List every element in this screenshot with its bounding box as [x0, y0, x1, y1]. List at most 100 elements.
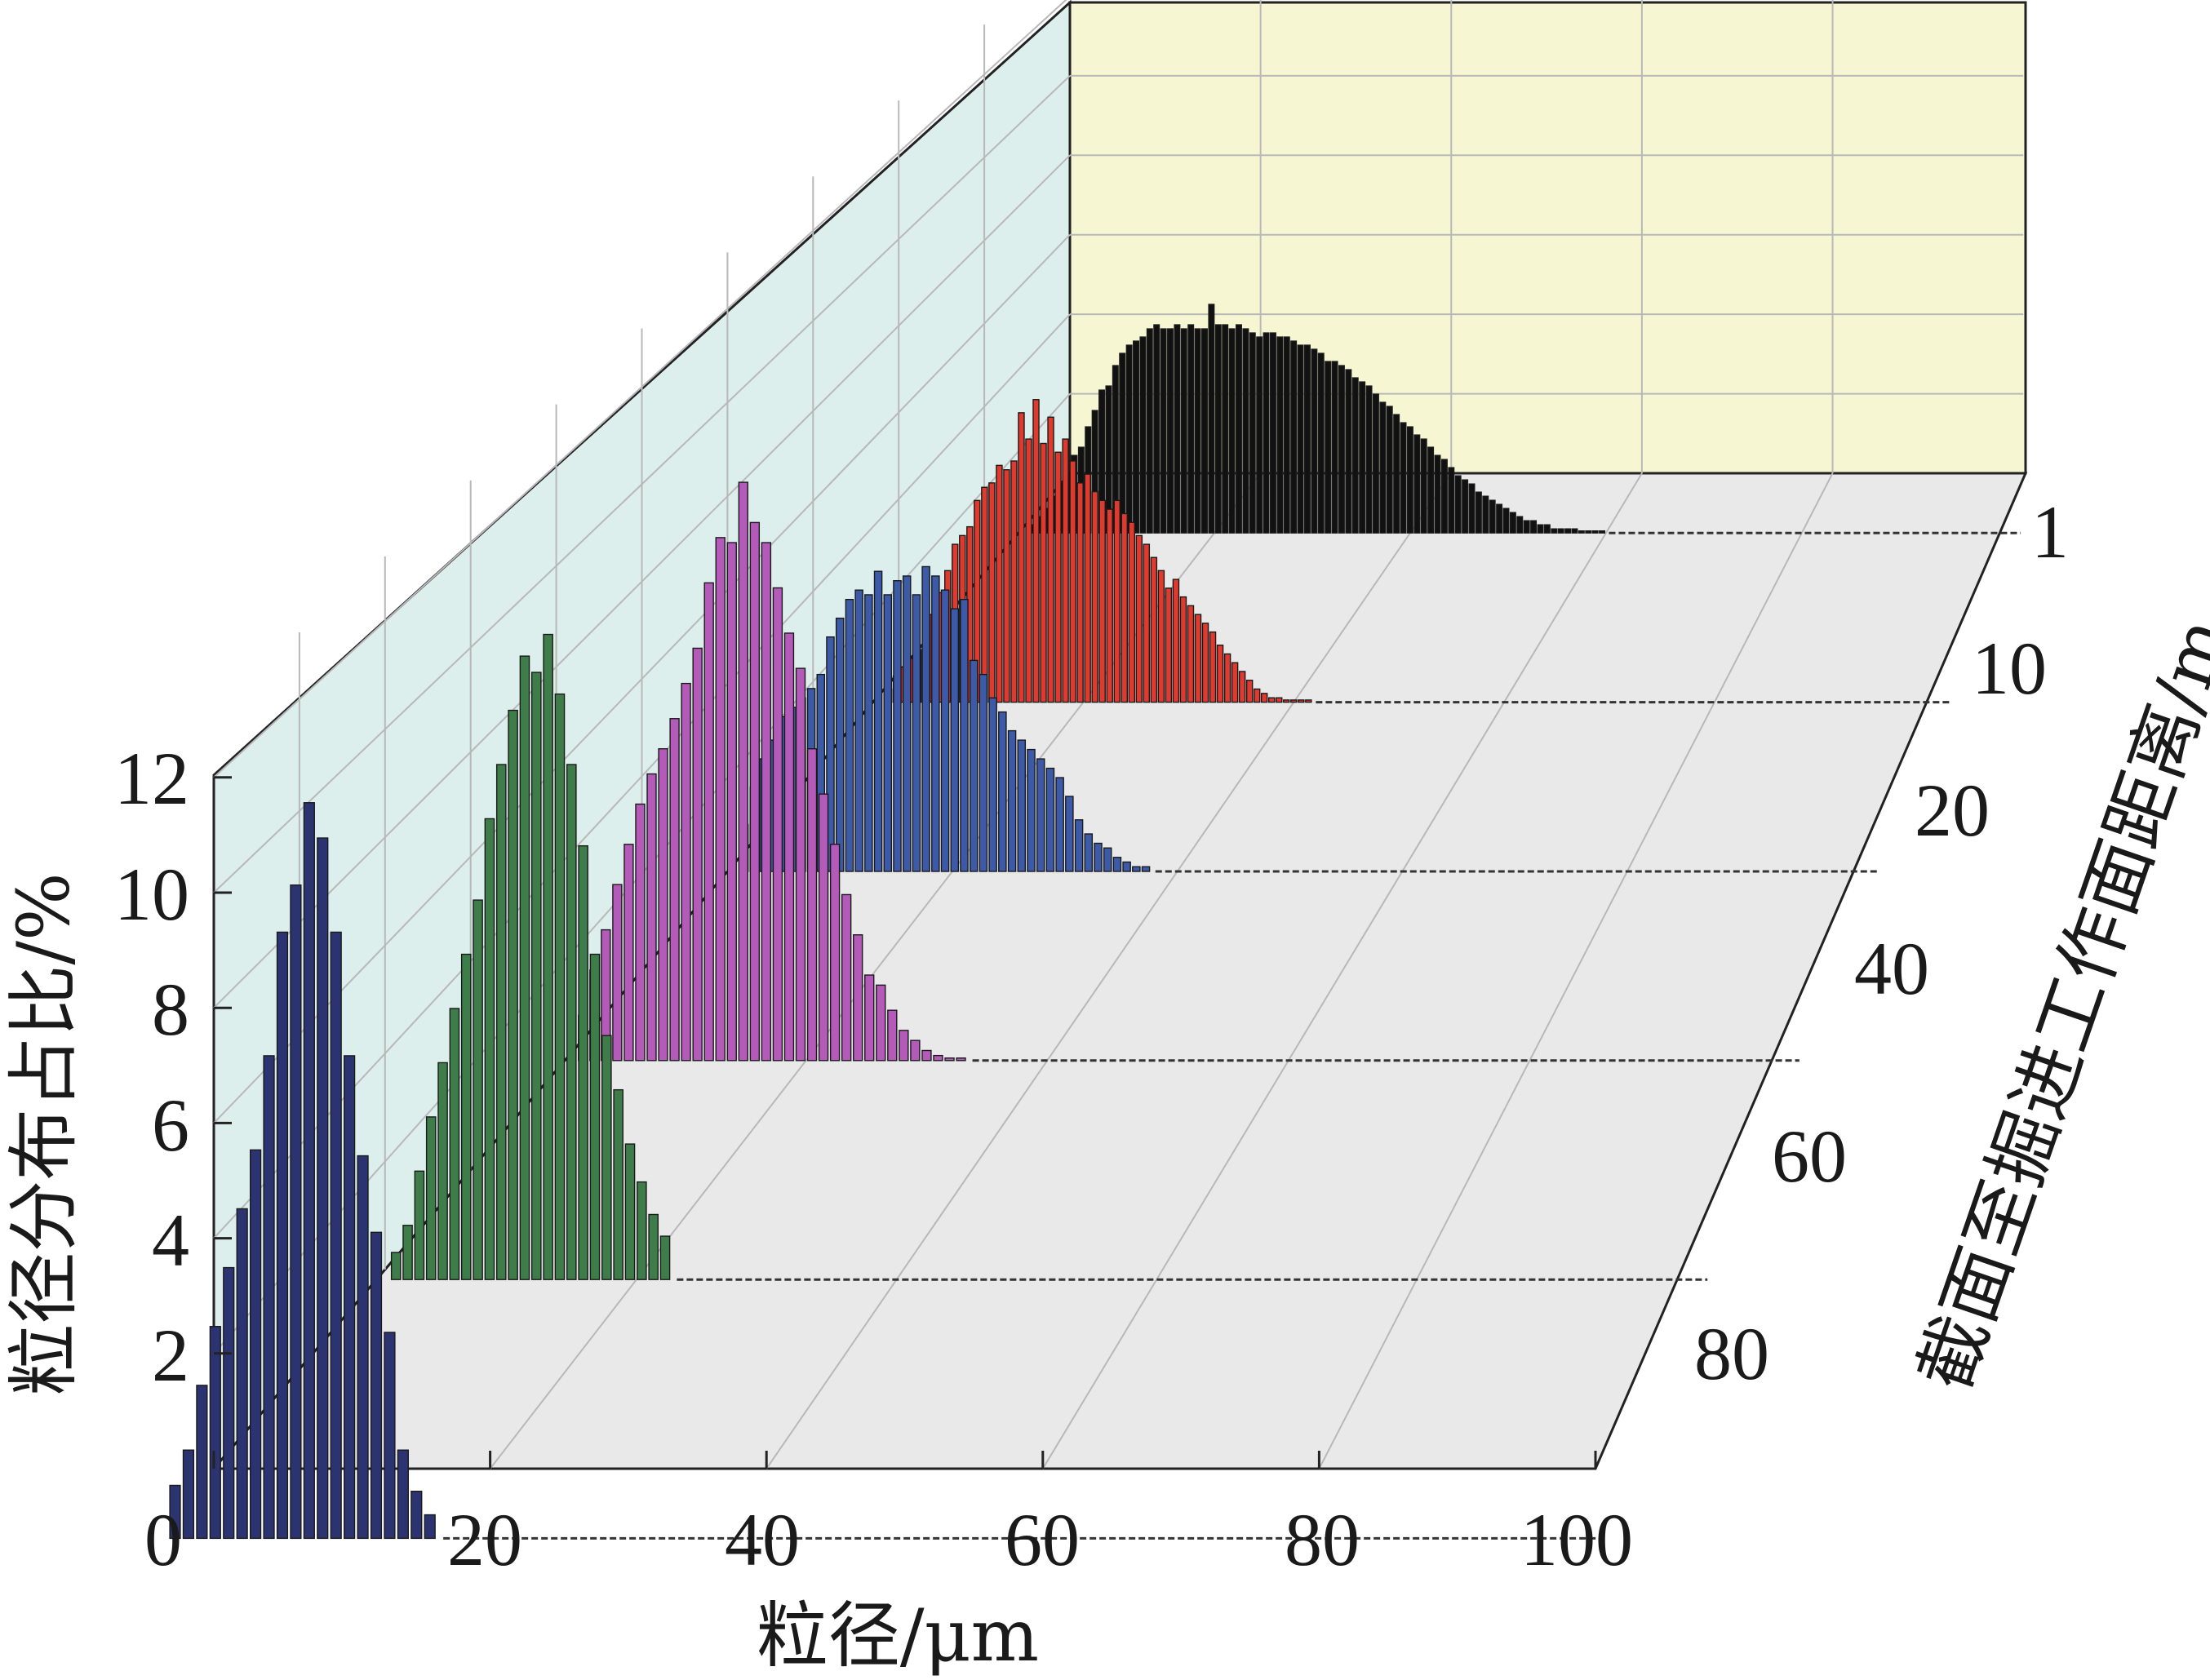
- bar: [414, 1170, 425, 1280]
- bar: [613, 1088, 624, 1280]
- bar: [873, 570, 883, 872]
- bar: [1571, 528, 1578, 534]
- bar: [169, 1484, 181, 1540]
- bar: [998, 711, 1007, 872]
- z-tick-label: 40: [1854, 927, 1929, 1010]
- bar: [182, 1449, 195, 1540]
- bar: [1448, 467, 1455, 534]
- bar: [921, 565, 930, 872]
- bar: [484, 818, 495, 1280]
- bar: [1386, 406, 1393, 534]
- bar: [795, 667, 806, 1062]
- bar: [290, 884, 302, 1540]
- bar: [944, 1057, 955, 1062]
- bar: [1238, 671, 1246, 703]
- bar: [1179, 596, 1187, 703]
- bar: [1523, 520, 1530, 534]
- bar: [473, 899, 483, 1280]
- bar: [1055, 777, 1064, 872]
- floor-grid-line: [766, 472, 1453, 1469]
- bar: [1112, 857, 1122, 872]
- series-bars: [578, 481, 966, 1062]
- bar: [1201, 328, 1208, 534]
- bar: [853, 934, 863, 1062]
- series-bars: [169, 802, 436, 1540]
- bar: [424, 1514, 436, 1540]
- series-bars: [1030, 304, 1606, 534]
- side-wall-grid-line: [213, 0, 1067, 778]
- y-tick-label: 2: [152, 1314, 189, 1397]
- bar: [818, 793, 829, 1062]
- bar: [543, 633, 553, 1280]
- bar: [893, 579, 902, 872]
- bar: [864, 594, 873, 872]
- bar: [715, 537, 726, 1062]
- bar: [910, 1039, 921, 1062]
- bar: [1187, 605, 1195, 703]
- bar: [1245, 680, 1254, 703]
- bar: [1007, 729, 1017, 872]
- bar: [1047, 416, 1054, 703]
- bar: [1276, 336, 1284, 534]
- bar: [410, 1490, 423, 1540]
- y-tick-label: 8: [152, 968, 189, 1051]
- bar: [370, 1231, 383, 1540]
- side-wall-grid-line: [213, 234, 1071, 1124]
- bar: [1094, 842, 1103, 872]
- bar: [1133, 340, 1139, 534]
- bar: [1040, 442, 1047, 703]
- bar: [263, 1055, 275, 1540]
- bar: [1516, 516, 1524, 534]
- bar: [1298, 699, 1305, 703]
- bar: [1222, 324, 1229, 534]
- bar: [692, 647, 703, 1062]
- bar: [397, 1449, 409, 1540]
- bar: [772, 587, 783, 1062]
- bar: [1564, 528, 1572, 534]
- y-tick-label: 12: [114, 737, 189, 820]
- x-tick-label: 40: [725, 1498, 800, 1581]
- bar: [783, 632, 795, 1062]
- bars: [169, 304, 1606, 1540]
- bar: [357, 1155, 369, 1540]
- bar: [1578, 530, 1585, 534]
- bar: [1269, 332, 1276, 534]
- bar: [1297, 344, 1304, 534]
- bar: [931, 575, 940, 872]
- bar: [1440, 459, 1448, 534]
- bar: [1194, 614, 1202, 703]
- bar: [921, 1049, 932, 1062]
- tick-marks: [212, 776, 1597, 1469]
- bar: [1223, 653, 1231, 703]
- bar: [601, 1035, 612, 1280]
- bar: [589, 953, 601, 1280]
- bar: [1290, 699, 1298, 703]
- bar: [1303, 344, 1311, 534]
- bar: [495, 764, 507, 1280]
- bar: [1084, 473, 1091, 703]
- z-tick-label: 10: [1972, 627, 2047, 710]
- bar: [749, 521, 761, 1062]
- z-tick-label: 20: [1915, 769, 1990, 852]
- bar: [1502, 508, 1510, 534]
- bar: [1113, 499, 1121, 703]
- bar: [902, 575, 912, 872]
- series-bars: [390, 633, 671, 1280]
- bar: [223, 1266, 235, 1540]
- bar: [887, 1009, 898, 1062]
- bar: [196, 1385, 208, 1540]
- bar: [1543, 524, 1551, 534]
- side-wall-grid-line: [213, 154, 1071, 1008]
- bar: [1135, 534, 1143, 703]
- bar: [738, 481, 748, 1062]
- bar: [276, 931, 289, 1540]
- bar: [835, 617, 845, 872]
- bar: [1283, 336, 1290, 534]
- bar: [659, 1235, 671, 1280]
- bar: [554, 693, 566, 1280]
- bar: [1103, 847, 1112, 872]
- bar: [1017, 739, 1027, 872]
- bar: [1228, 328, 1236, 534]
- bar: [1317, 352, 1325, 534]
- bar: [566, 764, 577, 1280]
